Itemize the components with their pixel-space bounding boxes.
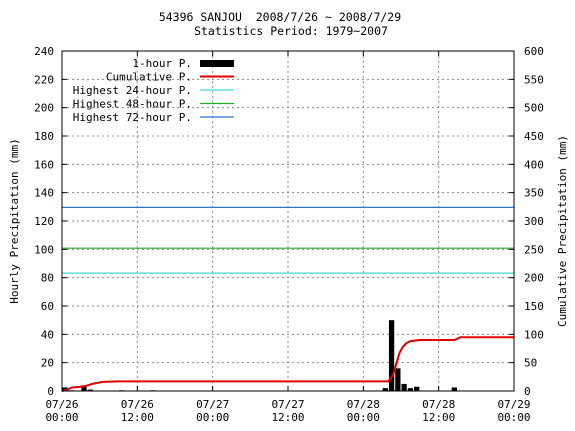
legend-label: Highest 24-hour P. [73,84,192,97]
legend-label: Highest 48-hour P. [73,98,192,111]
right-tick-label: 500 [524,102,544,115]
left-tick-label: 240 [34,45,54,58]
right-tick-label: 200 [524,272,544,285]
x-tick-date: 07/28 [422,398,455,411]
hourly-bar [87,389,93,391]
right-tick-label: 50 [524,357,537,370]
cumulative-line [61,336,514,392]
right-tick-label: 600 [524,45,544,58]
left-tick-label: 200 [34,102,54,115]
left-axis-tick-labels: 0 20 40 60 80 100 120 140 160 180 200 220 240 [34,45,54,398]
x-tick-time: 00:00 [196,411,229,424]
x-tick-time: 12:00 [121,411,154,424]
x-tick-time: 00:00 [497,411,530,424]
left-tick-label: 20 [41,357,54,370]
legend: 1-hour P.Cumulative P.Highest 24-hour P.… [73,57,234,124]
right-tick-label: 100 [524,328,544,341]
x-tick-date: 07/26 [45,398,78,411]
hourly-bar [401,383,407,391]
x-axis-tick-labels: 07/2600:0007/2612:0007/2700:0007/2712:00… [45,398,530,424]
threshold-lines [62,206,514,274]
right-axis-tick-labels: 0 50 100 150 200 250 300 350 400 450 500 550 600 [524,45,544,398]
hourly-bar [451,387,457,391]
left-tick-label: 220 [34,73,54,86]
right-tick-label: 250 [524,243,544,256]
right-tick-label: 350 [524,187,544,200]
left-tick-label: 60 [41,300,54,313]
hourly-bar [414,386,420,391]
left-tick-label: 0 [47,385,54,398]
right-tick-label: 550 [524,73,544,86]
right-tick-label: 0 [524,385,531,398]
right-tick-label: 400 [524,158,544,171]
axis-ticks [61,50,515,392]
hourly-bar [388,320,395,391]
legend-label: Highest 72-hour P. [73,111,192,124]
hourly-bar [382,388,388,391]
x-tick-time: 00:00 [45,411,78,424]
legend-label: 1-hour P. [132,57,192,70]
x-tick-time: 00:00 [347,411,380,424]
right-tick-label: 300 [524,215,544,228]
right-tick-label: 150 [524,300,544,313]
left-tick-label: 160 [34,158,54,171]
chart-title: 54396 SANJOU 2008/7/26 ~ 2008/7/29 [159,10,401,24]
right-tick-label: 450 [524,130,544,143]
left-tick-label: 80 [41,272,54,285]
left-tick-label: 40 [41,328,54,341]
x-tick-date: 07/27 [196,398,229,411]
hourly-bar [62,387,68,391]
x-tick-date: 07/27 [271,398,304,411]
chart-subtitle: Statistics Period: 1979~2007 [194,24,388,38]
left-tick-label: 140 [34,187,54,200]
hourly-bar [81,385,87,391]
hourly-bar [395,368,401,391]
legend-label: Cumulative P. [106,71,192,84]
cumulative-line-group [61,336,514,392]
left-tick-label: 120 [34,215,54,228]
left-tick-label: 180 [34,130,54,143]
x-tick-date: 07/29 [497,398,530,411]
legend-swatch-bar [200,60,234,67]
left-tick-label: 100 [34,243,54,256]
x-tick-time: 12:00 [271,411,304,424]
x-tick-time: 12:00 [422,411,455,424]
y-axis-right-label: Cumulative Precipitation (mm) [556,135,569,327]
grid-lines [62,51,514,391]
x-tick-date: 07/28 [347,398,380,411]
y-axis-left-label: Hourly Precipitation (mm) [8,138,21,304]
hourly-bar [407,388,414,391]
x-tick-date: 07/26 [121,398,154,411]
